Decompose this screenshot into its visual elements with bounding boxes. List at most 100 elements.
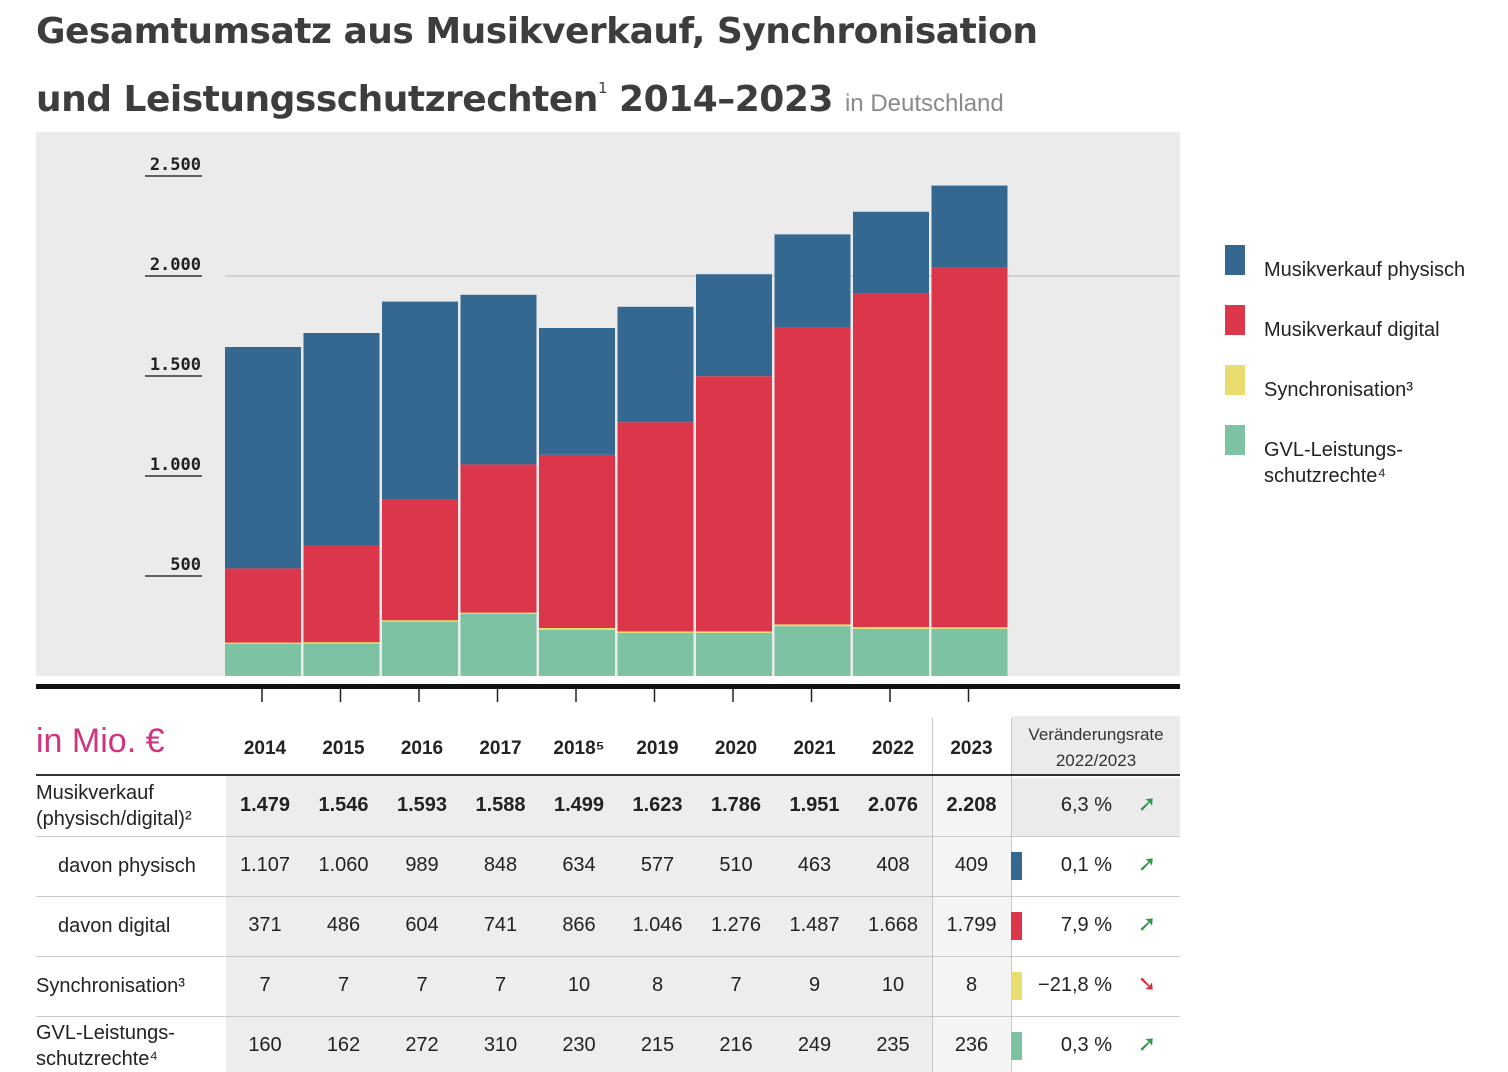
table-cell: 604	[405, 914, 439, 936]
bar-segment	[617, 631, 694, 633]
table-cell: 1.546	[318, 794, 369, 816]
table-cell: 463	[797, 854, 832, 876]
legend-item: Synchronisation³	[1225, 365, 1505, 425]
table-cell: 510	[719, 854, 753, 876]
bar-segment	[460, 464, 537, 613]
legend-swatch	[1225, 245, 1245, 275]
bar-segment	[617, 422, 694, 632]
row-label: GVL-Leistungs- schutzrechte⁴	[36, 1022, 175, 1070]
table-cell: 8	[965, 974, 978, 996]
trend-down-icon: ➘	[1137, 971, 1157, 996]
table-cell: 1.668	[867, 914, 919, 936]
table-cell: 866	[562, 914, 596, 936]
bar-segment	[774, 327, 851, 625]
y-tick-label: 2.500	[150, 155, 201, 175]
y-tick-label: 500	[170, 555, 201, 575]
bar-segment	[382, 619, 458, 622]
table-cell: 408	[876, 854, 910, 876]
table-cell: 1.588	[475, 794, 526, 816]
table-cell: 7	[416, 974, 428, 996]
table-cell: 1.799	[946, 914, 997, 936]
table-cell: 848	[483, 854, 518, 876]
rate-swatch	[1011, 1032, 1022, 1060]
bar-segment	[225, 644, 301, 676]
table-shade-rate	[1012, 716, 1180, 776]
bar-segment	[853, 629, 929, 676]
bar-segment	[303, 641, 380, 644]
row-label: Musikverkauf (physisch/digital)²	[36, 782, 192, 830]
bar-segment	[539, 630, 615, 676]
year-header: 2019	[636, 738, 679, 759]
bar-segment	[931, 185, 1008, 268]
bar-segment	[303, 643, 380, 676]
year-header: 2016	[400, 738, 444, 759]
bar-segment	[853, 627, 929, 629]
table-divider	[932, 718, 933, 1072]
bar-segment	[696, 630, 772, 633]
title-footnote: 1	[597, 79, 608, 97]
year-header: 2018⁵	[553, 738, 605, 759]
chart-title: Gesamtumsatz aus Musikverkauf, Synchroni…	[36, 4, 1136, 132]
x-axis-line	[36, 684, 1180, 689]
bar-segment	[931, 626, 1008, 629]
bar-segment	[696, 274, 772, 377]
table-cell: 741	[483, 914, 518, 936]
table-cell: 10	[881, 974, 905, 996]
table-cell: 162	[326, 1034, 361, 1056]
table-cell: 989	[405, 854, 439, 876]
rate-header: Veränderungsrate 2022/2023	[1028, 725, 1164, 770]
legend-label: Musikverkauf digital	[1264, 319, 1440, 341]
table-cell: 235	[876, 1034, 910, 1056]
table-cell: 216	[719, 1034, 753, 1056]
row-label: Synchronisation³	[36, 975, 185, 997]
row-label: davon digital	[58, 915, 171, 937]
year-header: 2017	[479, 738, 522, 759]
bar-segment	[774, 626, 851, 676]
bar-segment	[696, 376, 772, 632]
table-cell: 7	[259, 974, 271, 996]
bar-segment	[696, 632, 772, 676]
year-header: 2015	[322, 738, 365, 759]
table-cell: 310	[483, 1034, 518, 1056]
bar-segment	[539, 628, 615, 630]
table-cell: 7	[337, 974, 350, 996]
table-cell: 1.046	[632, 914, 683, 936]
table-cell: 1.951	[789, 794, 840, 816]
table-cell: 8	[651, 974, 664, 996]
year-header: 2021	[793, 738, 836, 759]
table-cell: 1.107	[239, 854, 291, 876]
bar-segment	[303, 545, 380, 643]
table-shade	[226, 776, 933, 1072]
bar-segment	[460, 614, 537, 676]
year-header: 2023	[950, 738, 993, 759]
table-shade-2023	[933, 776, 1011, 1072]
row-divider	[36, 836, 1180, 837]
change-rate: 0,3 %	[1060, 1034, 1112, 1056]
table-cell: 371	[248, 914, 282, 936]
year-header: 2014	[243, 738, 287, 759]
legend-item: Musikverkauf digital	[1225, 305, 1505, 365]
table-cell: 2.208	[946, 794, 997, 816]
bar-segment	[382, 621, 458, 676]
trend-up-icon: ➚	[1137, 1031, 1157, 1056]
table-cell: 9	[808, 974, 821, 996]
legend-item: GVL-Leistungs- schutzrechte⁴	[1225, 425, 1505, 487]
bar-segment	[931, 628, 1008, 676]
table-shade-rate-row1	[1012, 778, 1180, 836]
change-rate: 6,3 %	[1060, 794, 1112, 816]
title-line2: und Leistungsschutzrechten	[36, 79, 598, 120]
bar-segment	[382, 499, 458, 621]
bar-segment	[225, 568, 301, 643]
table-cell: 634	[562, 854, 596, 876]
chart-legend: Musikverkauf physisch Musikverkauf digita…	[1225, 245, 1505, 487]
table-cell: 577	[640, 854, 675, 876]
unit-label: in Mio. €	[36, 722, 165, 760]
y-tick-label: 1.500	[150, 355, 201, 375]
legend-label: GVL-Leistungs- schutzrechte⁴	[1264, 439, 1403, 487]
table-cell: 1.593	[396, 794, 448, 816]
bar-segment	[617, 633, 694, 676]
legend-label: Synchronisation³	[1264, 379, 1413, 401]
table-cell: 160	[248, 1034, 282, 1056]
table-cell: 409	[954, 854, 989, 876]
